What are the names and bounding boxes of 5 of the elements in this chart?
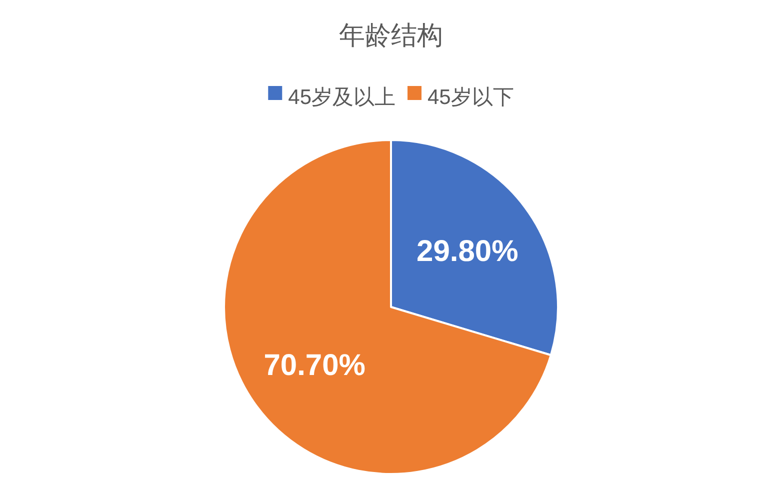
legend-label: 45岁及以上 — [288, 86, 396, 109]
data-label: 70.70% — [264, 348, 366, 382]
legend-label: 45岁以下 — [428, 86, 514, 109]
data-label: 29.80% — [416, 235, 518, 268]
chart-title: 年龄结构 — [339, 20, 443, 50]
